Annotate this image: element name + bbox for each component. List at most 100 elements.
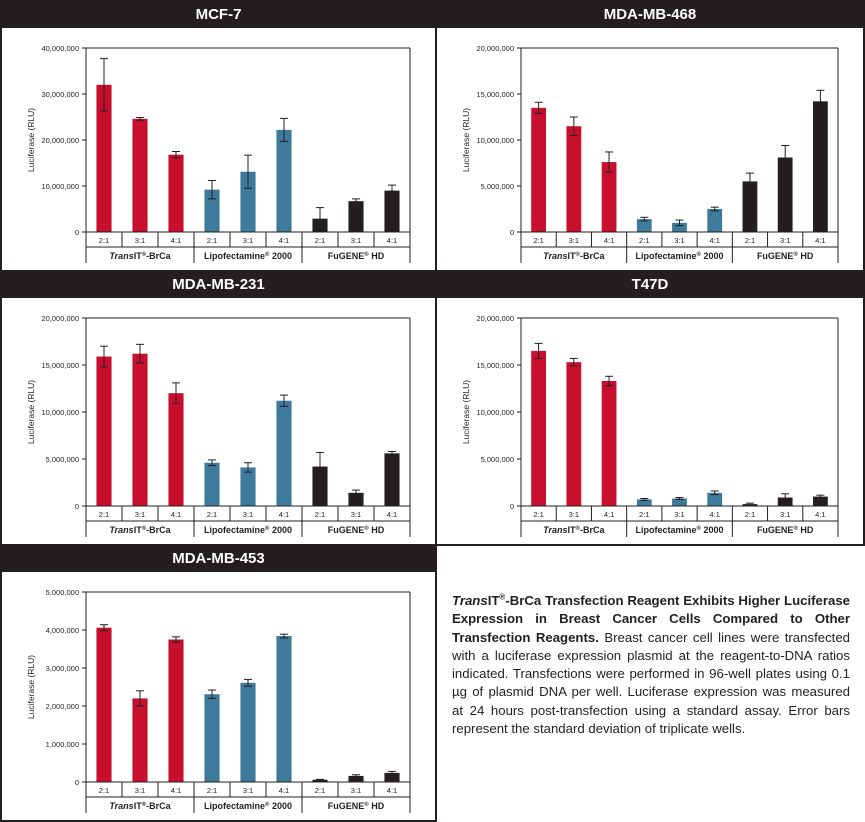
caption-title: -BrCa Transfection Reagent Exhibits High…: [452, 593, 850, 645]
bar: [204, 189, 220, 232]
y-axis-label: Luciferase (RLU): [461, 380, 471, 444]
y-tick-label: 0: [75, 778, 79, 787]
bar-chart: 0 5,000,000 10,000,000 15,000,000 20,000,000…: [26, 314, 411, 537]
bar: [96, 84, 112, 232]
x-tick-label: 2:1: [745, 236, 755, 245]
x-tick-label: 3:1: [351, 786, 361, 795]
bar: [707, 492, 723, 506]
bar: [240, 171, 256, 232]
y-tick-label: 10,000,000: [41, 182, 79, 191]
bar: [312, 466, 328, 506]
x-tick-label: 4:1: [279, 786, 289, 795]
group-label: FuGENE® HD: [328, 801, 385, 811]
group-label: TransIT®-BrCa: [543, 251, 605, 261]
bar-chart: 0 5,000,000 10,000,000 15,000,000 20,000,000…: [461, 314, 839, 537]
x-tick-label: 4:1: [710, 236, 720, 245]
bar: [742, 181, 758, 232]
bar: [312, 779, 328, 782]
group-label: FuGENE® HD: [328, 251, 385, 261]
bar: [566, 126, 582, 232]
y-tick-label: 4,000,000: [46, 626, 79, 635]
bar: [276, 400, 292, 506]
bar: [240, 467, 256, 506]
bar: [636, 499, 652, 506]
group-label: Lipofectamine® 2000: [204, 251, 292, 261]
y-tick-label: 40,000,000: [41, 44, 79, 53]
chart-panel-mcf7: MCF-7 0 10,000,000 20,000,000 30,000,000 40,…: [0, 0, 437, 272]
x-tick-label: 3:1: [569, 236, 579, 245]
group-label: TransIT®-BrCa: [109, 801, 171, 811]
group-label: Lipofectamine® 2000: [636, 525, 724, 535]
x-tick-label: 3:1: [135, 786, 145, 795]
x-tick-label: 2:1: [207, 510, 217, 519]
y-tick-label: 30,000,000: [41, 90, 79, 99]
caption-title-sup: ®: [499, 592, 506, 602]
x-tick-label: 3:1: [780, 510, 790, 519]
x-tick-label: 2:1: [639, 510, 649, 519]
bar: [348, 201, 364, 232]
x-tick-label: 4:1: [279, 236, 289, 245]
bar: [812, 496, 828, 506]
y-tick-label: 5,000,000: [46, 455, 79, 464]
y-tick-label: 20,000,000: [41, 314, 79, 323]
chart-panel-mda-mb-231: MDA-MB-231 0 5,000,000 10,000,000 15,000,00…: [0, 270, 437, 546]
x-tick-label: 2:1: [639, 236, 649, 245]
caption-body: Breast cancer cell lines were transfecte…: [452, 629, 850, 737]
bar: [601, 380, 617, 506]
x-tick-label: 2:1: [533, 236, 543, 245]
chart-title: T47D: [437, 272, 863, 298]
bar: [96, 356, 112, 506]
x-tick-label: 3:1: [351, 236, 361, 245]
bar: [384, 772, 400, 782]
x-tick-label: 4:1: [387, 510, 397, 519]
x-tick-label: 2:1: [315, 786, 325, 795]
chart-panel-t47d: T47D 0 5,000,000 10,000,000 15,000,000 20,00…: [435, 270, 865, 546]
x-tick-label: 4:1: [815, 510, 825, 519]
y-tick-label: 2,000,000: [46, 702, 79, 711]
x-tick-label: 3:1: [243, 786, 253, 795]
x-tick-label: 2:1: [207, 236, 217, 245]
y-tick-label: 0: [75, 228, 79, 237]
caption-title-it: IT: [487, 593, 500, 608]
y-tick-label: 10,000,000: [476, 408, 514, 417]
chart-title: MDA-MB-453: [2, 546, 435, 572]
x-tick-label: 4:1: [387, 236, 397, 245]
y-tick-label: 10,000,000: [41, 408, 79, 417]
caption-title-italic: Trans: [452, 593, 488, 608]
bar-chart: 0 10,000,000 20,000,000 30,000,000 40,000,00…: [26, 44, 411, 263]
y-tick-label: 3,000,000: [46, 664, 79, 673]
x-tick-label: 4:1: [171, 786, 181, 795]
y-tick-label: 15,000,000: [41, 361, 79, 370]
y-axis-label: Luciferase (RLU): [461, 108, 471, 172]
chart-title: MDA-MB-468: [437, 2, 863, 28]
y-tick-label: 10,000,000: [476, 136, 514, 145]
y-tick-label: 0: [75, 502, 79, 511]
y-tick-label: 5,000,000: [46, 588, 79, 597]
y-tick-label: 0: [510, 502, 514, 511]
x-tick-label: 4:1: [171, 510, 181, 519]
x-tick-label: 3:1: [243, 236, 253, 245]
bar: [777, 157, 793, 232]
x-tick-label: 3:1: [351, 510, 361, 519]
chart-panel-mda-mb-453: MDA-MB-453 0 1,000,000 2,000,000 3,000,000 4…: [0, 544, 437, 822]
x-tick-label: 2:1: [99, 236, 109, 245]
bar: [636, 219, 652, 232]
y-axis-label: Luciferase (RLU): [26, 380, 36, 444]
bar: [531, 107, 547, 232]
bar: [96, 627, 112, 782]
x-tick-label: 3:1: [674, 236, 684, 245]
y-tick-label: 15,000,000: [476, 90, 514, 99]
y-tick-label: 5,000,000: [481, 455, 514, 464]
bar: [132, 118, 148, 232]
bar: [566, 362, 582, 506]
x-tick-label: 3:1: [135, 236, 145, 245]
x-tick-label: 4:1: [387, 786, 397, 795]
bar: [707, 209, 723, 232]
bar: [672, 222, 687, 232]
x-tick-label: 2:1: [533, 510, 543, 519]
x-tick-label: 2:1: [99, 786, 109, 795]
bar-chart: 0 5,000,000 10,000,000 15,000,000 20,000,000…: [461, 44, 839, 263]
bar: [132, 353, 148, 506]
bar: [348, 775, 364, 782]
x-tick-label: 4:1: [710, 510, 720, 519]
